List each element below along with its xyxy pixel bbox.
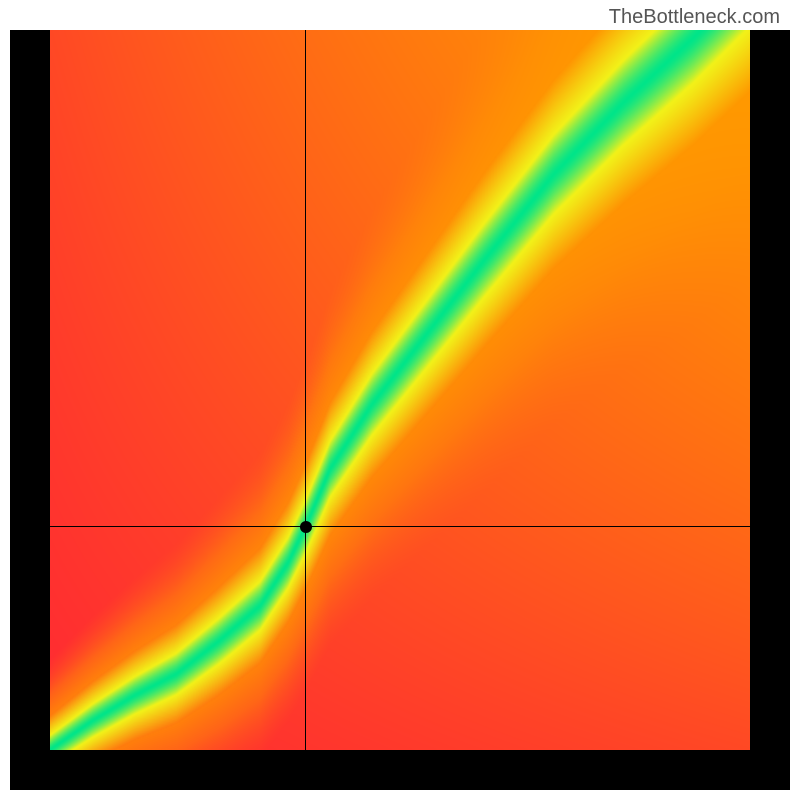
- heatmap-canvas: [50, 30, 750, 750]
- frame-bottom: [10, 750, 790, 790]
- watermark-text: TheBottleneck.com: [609, 6, 780, 29]
- crosshair-horizontal: [50, 526, 750, 527]
- crosshair-vertical: [305, 30, 306, 750]
- frame-left: [10, 30, 50, 790]
- marker-dot: [300, 521, 312, 533]
- frame-right: [750, 30, 790, 790]
- heatmap-plot: [50, 30, 750, 750]
- chart-container: TheBottleneck.com: [0, 0, 800, 800]
